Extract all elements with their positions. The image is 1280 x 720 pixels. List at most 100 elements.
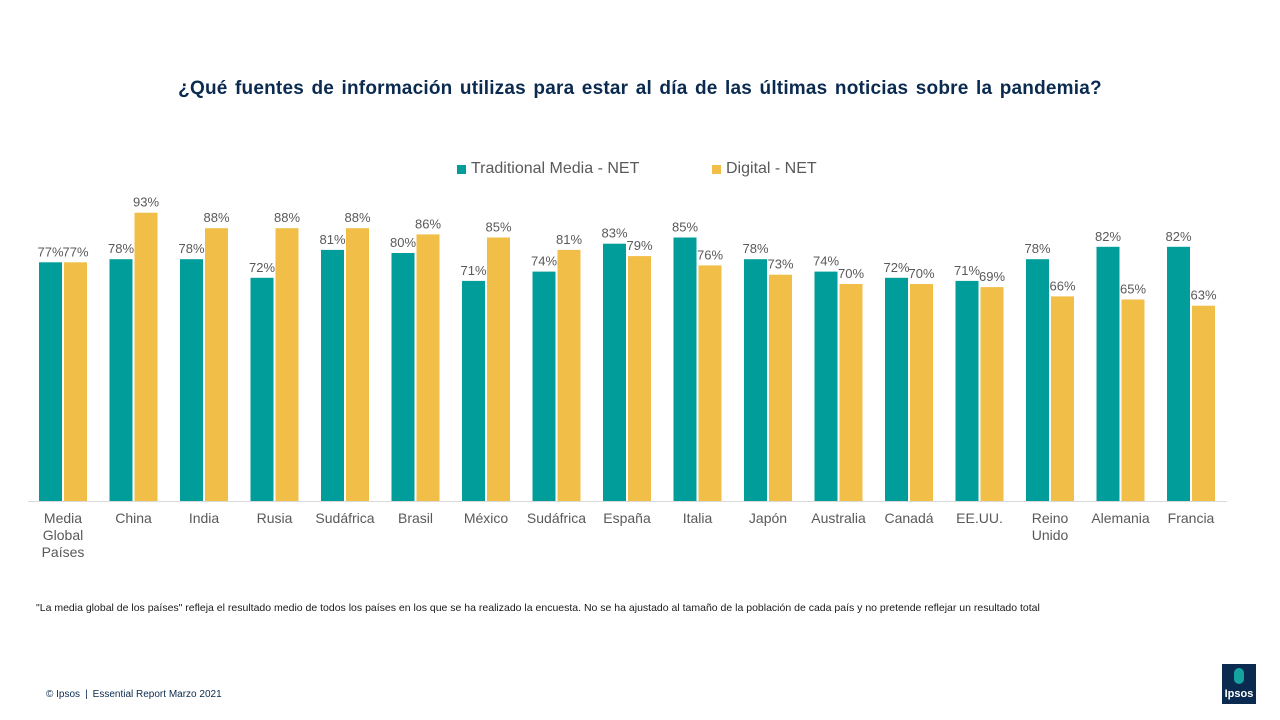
data-label-traditional-5: 80% — [390, 235, 416, 250]
legend-swatch-traditional — [457, 164, 466, 174]
category-label-12: Canadá — [884, 510, 933, 526]
data-label-traditional-7: 74% — [531, 254, 557, 269]
data-label-traditional-8: 83% — [601, 226, 627, 241]
bar-digital-7 — [557, 249, 581, 501]
category-label-15: Alemania — [1091, 510, 1150, 526]
category-label-4: Sudáfrica — [315, 510, 374, 526]
category-label-11: Australia — [811, 510, 866, 526]
category-label-13: EE.UU. — [956, 510, 1003, 526]
ipsos-logo-text: Ipsos — [1224, 688, 1254, 700]
data-label-traditional-1: 78% — [108, 241, 134, 256]
data-label-traditional-6: 71% — [460, 263, 486, 278]
bar-digital-6 — [487, 237, 510, 501]
data-label-digital-5: 86% — [415, 216, 441, 231]
footer-separator: | — [85, 689, 88, 700]
category-label-1: China — [115, 510, 152, 526]
data-label-digital-12: 70% — [908, 266, 934, 281]
category-label-2: India — [189, 510, 220, 526]
bar-traditional-8 — [603, 243, 626, 501]
bar-digital-13 — [980, 287, 1004, 501]
legend-swatch-digital — [712, 164, 721, 174]
footer: © Ipsos | Essential Report Marzo 2021 — [46, 689, 222, 700]
data-label-digital-11: 70% — [838, 266, 864, 281]
bar-digital-9 — [698, 265, 722, 501]
data-label-traditional-12: 72% — [883, 260, 909, 275]
data-label-digital-13: 69% — [979, 269, 1005, 284]
bar-traditional-12 — [885, 277, 908, 501]
bar-digital-12 — [910, 284, 933, 501]
bar-digital-10 — [769, 274, 792, 501]
bar-traditional-6 — [462, 280, 485, 501]
bar-digital-14 — [1051, 296, 1074, 501]
data-label-traditional-4: 81% — [319, 232, 345, 247]
bar-traditional-0 — [39, 262, 62, 501]
data-label-digital-3: 88% — [274, 210, 300, 225]
legend-label-digital: Digital - NET — [726, 160, 817, 177]
bar-digital-8 — [628, 256, 651, 501]
ipsos-logo-mark — [1234, 668, 1244, 684]
data-label-digital-14: 66% — [1049, 278, 1075, 293]
data-label-traditional-11: 74% — [813, 254, 839, 269]
footnote: "La media global de los países" refleja … — [36, 602, 1040, 614]
data-label-digital-6: 85% — [485, 220, 511, 235]
legend-item-traditional: Traditional Media - NET — [457, 160, 639, 178]
legend-item-digital: Digital - NET — [712, 160, 817, 178]
legend-label-traditional: Traditional Media - NET — [471, 160, 640, 177]
data-label-traditional-13: 71% — [954, 263, 980, 278]
data-label-digital-15: 65% — [1120, 282, 1146, 297]
category-label-0-line-0: Media — [44, 510, 82, 526]
footer-copyright: © Ipsos — [46, 689, 81, 700]
data-label-traditional-9: 85% — [672, 220, 698, 235]
chart-title: ¿Qué fuentes de información utilizas par… — [178, 78, 1102, 99]
bar-traditional-4 — [321, 249, 344, 501]
data-label-digital-1: 93% — [133, 195, 159, 210]
data-label-digital-7: 81% — [556, 232, 582, 247]
data-label-traditional-16: 82% — [1165, 229, 1191, 244]
bar-traditional-3 — [250, 277, 274, 501]
data-label-digital-10: 73% — [767, 257, 793, 272]
data-label-traditional-2: 78% — [178, 241, 204, 256]
bar-digital-1 — [134, 212, 158, 501]
bar-traditional-7 — [532, 271, 556, 501]
data-label-traditional-0: 77% — [37, 244, 63, 259]
bar-digital-4 — [346, 228, 369, 501]
bar-digital-2 — [205, 228, 228, 501]
bar-traditional-2 — [180, 259, 203, 501]
bar-traditional-14 — [1026, 259, 1049, 501]
data-label-digital-2: 88% — [203, 210, 229, 225]
category-label-5: Brasil — [398, 510, 433, 526]
category-label-14-line-0: Reino — [1032, 510, 1069, 526]
bar-traditional-1 — [109, 259, 133, 501]
ipsos-logo: Ipsos — [1222, 664, 1256, 704]
data-label-traditional-15: 82% — [1095, 229, 1121, 244]
bar-traditional-5 — [391, 253, 415, 501]
data-label-digital-4: 88% — [344, 210, 370, 225]
category-label-3: Rusia — [257, 510, 293, 526]
category-label-0-line-2: Países — [42, 544, 85, 560]
category-label-7: Sudáfrica — [527, 510, 586, 526]
data-label-digital-8: 79% — [626, 238, 652, 253]
footer-report: Essential Report Marzo 2021 — [92, 689, 222, 700]
bar-traditional-13 — [955, 280, 979, 501]
category-label-10: Japón — [749, 510, 787, 526]
bar-traditional-15 — [1096, 246, 1120, 501]
bar-digital-0 — [64, 262, 87, 501]
category-label-9: Italia — [683, 510, 713, 526]
bar-digital-5 — [416, 234, 440, 501]
bar-traditional-10 — [744, 259, 767, 501]
category-label-0-line-1: Global — [43, 527, 83, 543]
data-label-digital-0: 77% — [62, 244, 88, 259]
bar-digital-15 — [1121, 299, 1145, 501]
category-label-16: Francia — [1168, 510, 1215, 526]
bar-traditional-16 — [1167, 246, 1190, 501]
category-label-14-line-1: Unido — [1032, 527, 1069, 543]
bar-digital-11 — [839, 284, 863, 501]
data-label-traditional-10: 78% — [742, 241, 768, 256]
bar-traditional-11 — [814, 271, 838, 501]
bar-traditional-9 — [673, 237, 697, 501]
data-label-digital-16: 63% — [1190, 288, 1216, 303]
data-label-digital-9: 76% — [697, 247, 723, 262]
category-label-6: México — [464, 510, 509, 526]
bar-digital-16 — [1192, 305, 1215, 501]
